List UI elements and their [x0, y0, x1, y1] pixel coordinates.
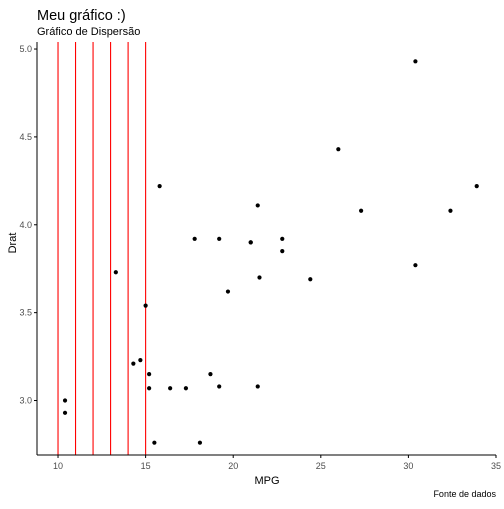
chart-caption: Fonte de dados — [433, 489, 496, 499]
chart-title: Meu gráfico :) — [37, 8, 126, 24]
data-point — [474, 184, 479, 189]
y-tick-label: 4.5 — [19, 132, 32, 142]
data-point — [217, 384, 222, 389]
data-point — [225, 289, 231, 294]
data-point — [248, 240, 253, 245]
y-tick-label: 5.0 — [19, 44, 32, 54]
data-point — [413, 59, 418, 64]
x-tick-label: 30 — [403, 461, 413, 471]
x-tick-label: 20 — [228, 461, 238, 471]
data-point — [143, 303, 148, 308]
x-tick-label: 10 — [53, 461, 63, 471]
x-tick-label: 15 — [141, 461, 151, 471]
data-point — [62, 398, 68, 403]
data-point — [168, 386, 173, 391]
data-point — [280, 236, 285, 241]
chart-subtitle: Gráfico de Dispersão — [37, 26, 140, 38]
y-axis-label: Drat — [7, 233, 19, 254]
data-point — [183, 386, 189, 391]
data-point — [62, 410, 68, 415]
data-point — [157, 184, 162, 189]
x-tick-label: 35 — [491, 461, 501, 471]
data-point — [217, 236, 222, 241]
data-point — [147, 372, 152, 377]
x-axis-label: MPG — [254, 475, 279, 487]
y-tick-label: 3.5 — [19, 308, 32, 318]
data-point — [147, 386, 152, 391]
data-point — [448, 208, 453, 213]
y-tick-label: 3.0 — [19, 396, 32, 406]
data-point — [255, 384, 260, 389]
plot-area: 10 15 20 25 30 35 3.0 3.5 4.0 4.5 5.0 — [19, 42, 501, 471]
data-point — [336, 147, 341, 152]
data-point — [280, 249, 285, 254]
data-point — [255, 203, 260, 208]
data-point — [308, 277, 313, 282]
data-point — [197, 440, 203, 445]
data-point — [413, 263, 418, 268]
data-point — [113, 270, 118, 275]
data-point — [192, 236, 197, 241]
data-point — [257, 275, 262, 280]
data-point — [152, 440, 157, 445]
data-point — [208, 372, 213, 377]
y-tick-label: 4.0 — [19, 220, 32, 230]
data-point — [359, 208, 364, 213]
data-point — [131, 361, 136, 366]
data-point — [138, 357, 143, 363]
x-tick-label: 25 — [316, 461, 326, 471]
